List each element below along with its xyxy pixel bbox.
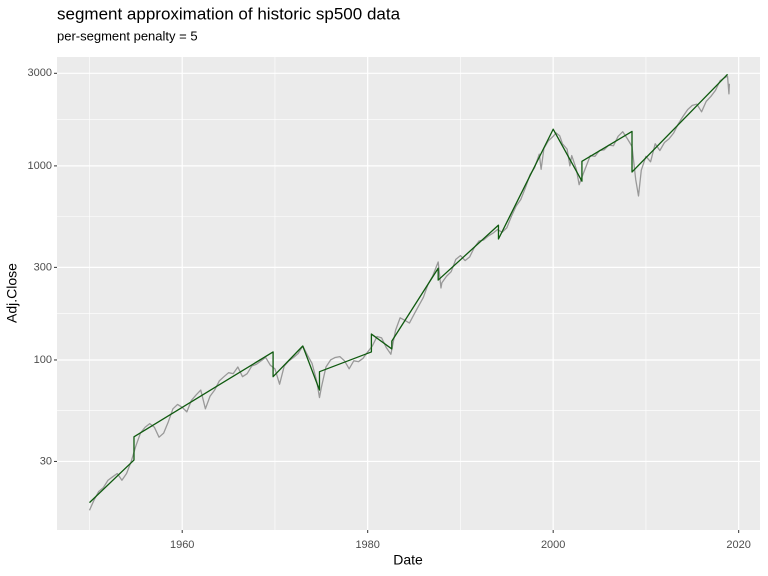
x-tick-label: 2020 (726, 539, 750, 551)
y-axis-title: Adj.Close (4, 263, 20, 323)
y-tick-label: 1000 (28, 160, 52, 172)
y-tick-label: 30 (40, 455, 52, 467)
panel (57, 57, 760, 530)
chart-title: segment approximation of historic sp500 … (57, 4, 401, 23)
y-tick-label: 3000 (28, 67, 52, 79)
line (88, 75, 731, 511)
y-tick-label: 300 (34, 261, 52, 273)
chart-subtitle: per-segment penalty = 5 (57, 28, 198, 43)
line (89, 73, 729, 504)
y-tick-label: 100 (34, 354, 52, 366)
x-tick-label: 2000 (541, 539, 565, 551)
x-tick-label: 1960 (170, 539, 194, 551)
x-axis-title: Date (393, 552, 423, 568)
x-tick-label: 1980 (355, 539, 379, 551)
